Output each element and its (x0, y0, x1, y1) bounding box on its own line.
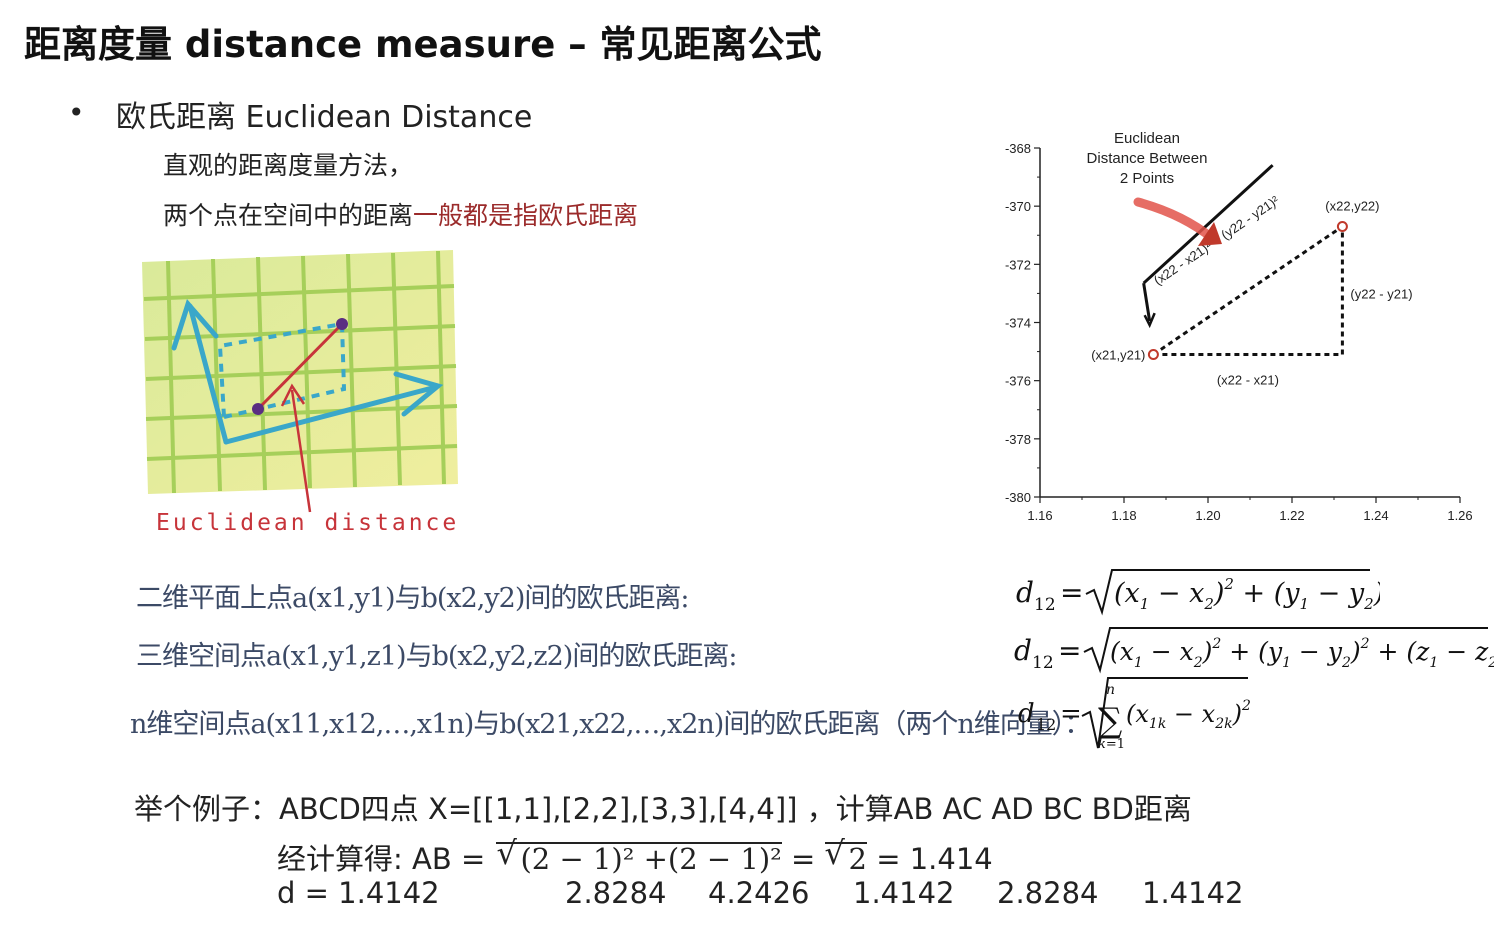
y-tick-label: -374 (1005, 316, 1031, 331)
point-b (336, 318, 348, 330)
x-tick-label: 1.22 (1279, 508, 1304, 523)
grid-lines (143, 250, 458, 494)
distance-line (256, 322, 344, 411)
formula-2d: d 12 = (x1 − x2)2 + (y1 − y2)2 (1016, 569, 1380, 616)
hypotenuse-bracket-tick (1142, 282, 1152, 322)
description-highlight: 一般都是指欧氏距离 (413, 201, 639, 230)
axes-arrows (171, 299, 444, 445)
svg-text:d: d (1018, 699, 1035, 729)
x-tick-label: 1.18 (1111, 508, 1136, 523)
caption-pointer-head (280, 383, 306, 407)
x-tick-label: 1.16 (1027, 508, 1052, 523)
point-marker (1336, 221, 1348, 233)
svg-text:=: = (1060, 699, 1082, 729)
svg-text:(x1 − x2)2 + (y1 − y2)2 + (z1: (x1 − x2)2 + (y1 − y2)2 + (z1 − z2)2 (1110, 636, 1494, 671)
chart-title: Euclidean Distance Between 2 Points (1087, 130, 1208, 187)
y-tick-label: -372 (1005, 257, 1031, 272)
svg-text:k=1: k=1 (1098, 737, 1125, 752)
svg-text:(x1k − x2k)2: (x1k − x2k)2 (1126, 698, 1251, 732)
svg-text:(x1 − x2)2 + (y1 − y2)2: (x1 − x2)2 + (y1 − y2)2 (1114, 575, 1380, 613)
chart-title-line: 2 Points (1120, 170, 1174, 187)
chart-marks: (x21,y21) (x22,y22) (y22 - y21) (x22 - x21)… (1091, 164, 1413, 387)
calc-mid: = (781, 842, 825, 876)
vertical-leg-label: (y22 - y21) (1350, 287, 1412, 302)
y-tick-label: -376 (1005, 374, 1031, 389)
description-plain: 两个点在空间中的距离 (163, 201, 414, 230)
formula-3d-label: 三维空间点a(x1,y1,z1)与b(x2,y2,z2)间的欧氏距离: (136, 641, 737, 672)
x-tick-label: 1.20 (1195, 508, 1220, 523)
formula-nd-label: n维空间点a(x11,x12,…,x1n)与b(x21,x22,…,x2n)间的… (130, 709, 1091, 740)
svg-text:n: n (1106, 682, 1115, 698)
svg-text:=: = (1058, 634, 1081, 667)
chart-ticks: -368 -370 -372 -374 -376 -378 -380 1.16 1.18 1.20… (1005, 141, 1473, 523)
hypotenuse-bracket (1142, 164, 1274, 285)
svg-text:12: 12 (1034, 595, 1056, 615)
point-a (252, 403, 264, 415)
sqrt-icon: √ (824, 834, 845, 872)
distance-value: 4.2426 (708, 876, 810, 910)
euclidean-distance-chart: -368 -370 -372 -374 -376 -378 -380 1.16 1.18 1.20… (1005, 130, 1473, 523)
y-tick-label: -380 (1005, 490, 1031, 505)
calc-prefix: 经计算得: AB = (277, 842, 495, 876)
point-label: (x22,y22) (1325, 199, 1379, 214)
sketch-caption: Euclidean distance (156, 510, 459, 536)
y-tick-label: -370 (1005, 199, 1031, 214)
calc-sqrt-two: √ 2 (824, 834, 867, 876)
svg-text:∑: ∑ (1098, 701, 1122, 741)
hypotenuse-line (1152, 225, 1344, 356)
point-label: (x21,y21) (1091, 347, 1145, 362)
bullet-heading: 欧氏距离 Euclidean Distance (116, 100, 533, 135)
svg-text:12: 12 (1032, 653, 1054, 673)
caption-pointer (290, 389, 312, 513)
svg-text:d: d (1014, 634, 1032, 667)
distance-value: 2.8284 (565, 876, 667, 910)
formula-3d: d 12 = (x1 − x2)2 + (y1 − y2)2 + (z1 − z… (1014, 627, 1494, 674)
point-marker (1147, 348, 1159, 360)
pointer-arrow-icon (1133, 197, 1217, 243)
example-title: 举个例子：ABCD四点 X=[[1,1],[2,2],[3,3],[4,4]] … (134, 792, 1192, 826)
distance-value: 1.4142 (853, 876, 955, 910)
x-tick-label: 1.26 (1447, 508, 1472, 523)
formula-nd: d 12 = n ∑ k=1 (x1k − x2k)2 (1018, 677, 1251, 752)
svg-text:=: = (1060, 576, 1083, 609)
pointer-arrowhead-icon (1198, 222, 1222, 246)
dashed-projection (217, 321, 347, 420)
chart-axes (1039, 148, 1460, 498)
chart-title-line: Distance Between (1087, 150, 1208, 167)
chart-title-line: Euclidean (1114, 130, 1180, 147)
calc-result: = 1.414 (866, 842, 993, 876)
distance-value: 2.8284 (997, 876, 1099, 910)
formula-2d-label: 二维平面上点a(x1,y1)与b(x2,y2)间的欧氏距离: (136, 583, 689, 614)
distance-value: 1.4142 (1142, 876, 1244, 910)
example-calculation: 经计算得: AB = √ (2 − 1)² +(2 − 1)² = √ 2 = 1.… (277, 836, 993, 878)
page-title: 距离度量 distance measure – 常见距离公式 (24, 23, 822, 66)
bracket-arrow-icon (1143, 312, 1156, 329)
svg-text:d: d (1016, 576, 1034, 609)
description-line-1: 直观的距离度量方法， (163, 151, 414, 180)
description-line-2: 两个点在空间中的距离一般都是指欧氏距离 (163, 196, 638, 232)
sqrt-icon: √ (496, 834, 517, 872)
calc-sqrt-radicand: √ (2 − 1)² +(2 − 1)² (496, 834, 782, 876)
svg-text:12: 12 (1036, 715, 1056, 734)
distance-label: d = 1.4142 (277, 876, 440, 910)
horizontal-leg-label: (x22 - x21) (1217, 372, 1279, 387)
x-tick-label: 1.24 (1363, 508, 1388, 523)
y-tick-label: -378 (1005, 432, 1031, 447)
y-tick-label: -368 (1005, 141, 1031, 156)
bullet-dot: • (68, 96, 85, 129)
euclidean-sketch-illustration: Euclidean distance (142, 250, 459, 536)
